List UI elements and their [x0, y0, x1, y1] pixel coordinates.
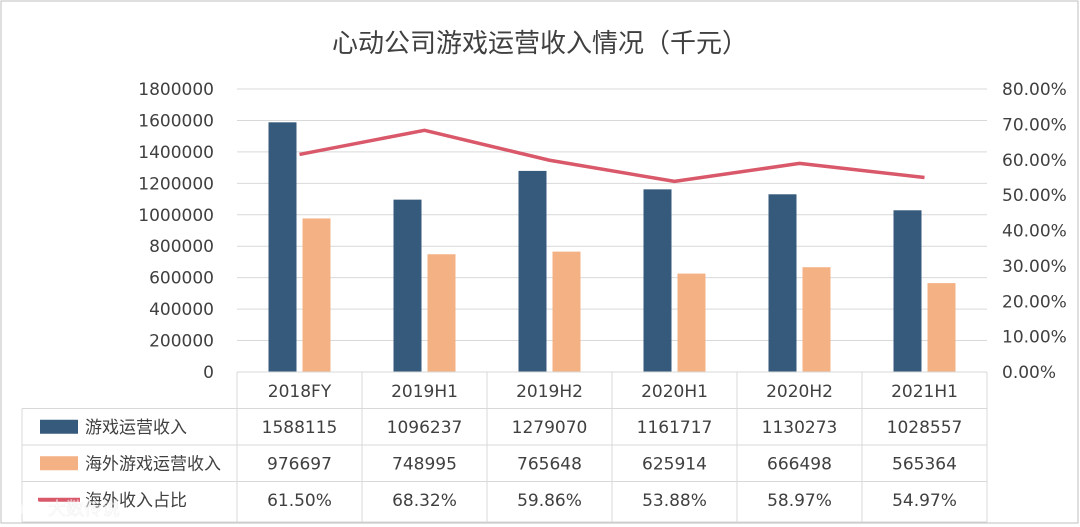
data-label: 58.97% — [767, 491, 832, 511]
data-label: 565364 — [892, 454, 957, 474]
left-axis-tick: 1000000 — [138, 206, 214, 226]
data-label: 68.32% — [392, 491, 457, 511]
legend-label: 海外收入占比 — [85, 491, 187, 511]
bar-game-revenue — [643, 189, 672, 372]
data-label: 1096237 — [387, 418, 463, 438]
right-axis-tick: 30.00% — [1002, 257, 1067, 277]
right-axis-tick: 60.00% — [1002, 151, 1067, 171]
data-label: 976697 — [267, 454, 332, 474]
data-label: 666498 — [767, 454, 832, 474]
category-label: 2019H2 — [516, 382, 583, 402]
left-axis-tick: 600000 — [149, 269, 214, 289]
data-label: 625914 — [642, 454, 707, 474]
bar-game-revenue — [268, 122, 297, 372]
data-label: 53.88% — [642, 491, 707, 511]
line-series — [299, 128, 925, 184]
category-label: 2020H2 — [766, 382, 833, 402]
data-label: 748995 — [392, 454, 457, 474]
gridlines — [237, 88, 987, 342]
data-label: 61.50% — [267, 491, 332, 511]
bar-overseas-revenue — [677, 273, 706, 372]
legend-label: 海外游戏运营收入 — [85, 454, 221, 474]
right-axis-tick: 20.00% — [1002, 292, 1067, 312]
left-axis-tick: 1800000 — [138, 80, 214, 100]
left-axis-tick: 0 — [203, 363, 214, 383]
right-axis-tick: 40.00% — [1002, 222, 1067, 242]
category-label: 2019H1 — [391, 382, 458, 402]
data-label: 1130273 — [762, 418, 838, 438]
bars — [268, 122, 956, 372]
bar-overseas-revenue — [552, 251, 581, 372]
right-axis-tick: 10.00% — [1002, 328, 1067, 348]
line-overseas-share — [299, 128, 925, 184]
data-label: 59.86% — [517, 491, 582, 511]
data-label: 765648 — [517, 454, 582, 474]
bar-overseas-revenue — [302, 218, 331, 372]
data-label: 54.97% — [892, 491, 957, 511]
bar-game-revenue — [893, 210, 922, 372]
right-axis-tick: 70.00% — [1002, 115, 1067, 135]
left-axis-tick: 800000 — [149, 237, 214, 257]
data-label: 1279070 — [512, 418, 588, 438]
legend-label: 游戏运营收入 — [85, 418, 187, 438]
category-label: 2021H1 — [891, 382, 958, 402]
bar-overseas-revenue — [802, 267, 831, 372]
left-axis-tick: 200000 — [149, 332, 214, 352]
right-axis-tick: 0.00% — [1002, 363, 1056, 383]
left-axis-tick: 400000 — [149, 300, 214, 320]
category-label: 2020H1 — [641, 382, 708, 402]
bar-game-revenue — [518, 170, 547, 372]
data-label: 1161717 — [637, 418, 713, 438]
left-axis-tick: 1400000 — [138, 143, 214, 163]
axes: 0 200000 400000 600000 800000 1000000 1200000 1… — [138, 80, 1067, 383]
watermark: 大数传说 — [4, 499, 120, 520]
bar-overseas-revenue — [927, 283, 956, 372]
watermark-text: 大数传说 — [48, 499, 120, 520]
data-table: 2018FY 2019H1 2019H2 2020H1 2020H2 2021H1 游戏运营… — [21, 371, 988, 523]
bar-game-revenue — [393, 199, 422, 372]
left-axis-tick: 1600000 — [138, 111, 214, 131]
data-label: 1588115 — [262, 418, 338, 438]
left-axis-tick: 1200000 — [138, 174, 214, 194]
chart-title: 心动公司游戏运营收入情况（千元） — [332, 29, 748, 59]
right-axis-tick: 80.00% — [1002, 80, 1067, 100]
right-axis-tick: 50.00% — [1002, 186, 1067, 206]
category-label: 2018FY — [268, 382, 332, 402]
legend-swatch — [40, 419, 78, 434]
data-label: 1028557 — [887, 418, 963, 438]
bar-overseas-revenue — [427, 254, 456, 372]
legend-swatch — [40, 456, 78, 471]
bar-game-revenue — [768, 194, 797, 372]
